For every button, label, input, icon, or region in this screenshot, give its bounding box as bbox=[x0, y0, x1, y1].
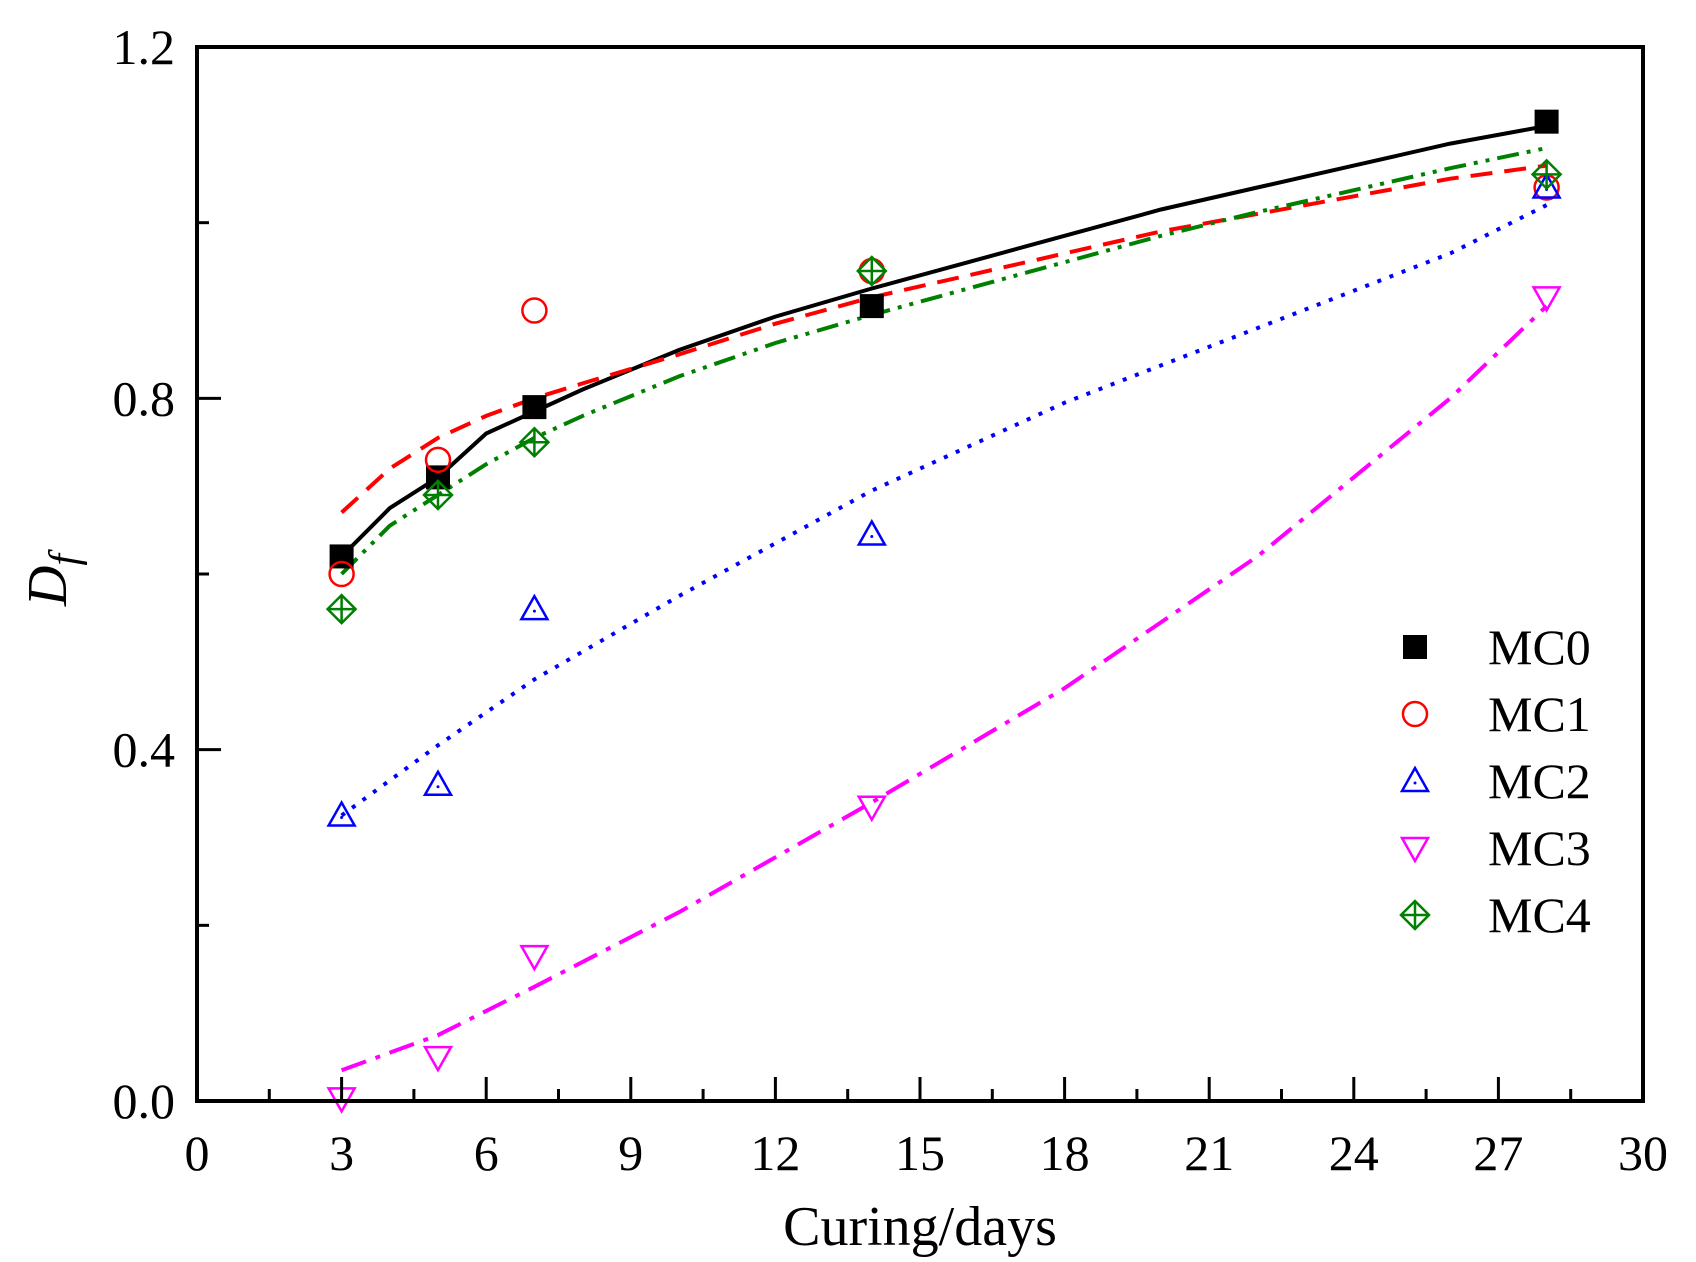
fit-line-mc1 bbox=[340, 163, 1547, 514]
fit-line-mc0 bbox=[340, 124, 1547, 558]
data-point-mc0 bbox=[1534, 109, 1559, 134]
data-point-mc1 bbox=[328, 560, 355, 588]
fit-line-mc3 bbox=[340, 304, 1548, 1073]
y-axis-label-main: D bbox=[17, 566, 79, 607]
legend: MC0 MC1 MC2 MC3 MC4 bbox=[1399, 619, 1591, 943]
legend-marker-mc1 bbox=[1401, 700, 1429, 728]
y-axis: 0.0 0.4 0.8 1.2 bbox=[113, 19, 221, 1129]
data-point-mc4 bbox=[518, 426, 551, 459]
y-tick-label: 1.2 bbox=[113, 19, 176, 75]
x-axis: 0 3 6 9 12 15 18 21 24 27 30 bbox=[185, 1077, 1668, 1181]
data-point-mc3 bbox=[422, 1045, 454, 1073]
data-point-mc2 bbox=[519, 593, 550, 621]
legend-marker-mc0 bbox=[1403, 635, 1427, 659]
y-tick-label: 0.0 bbox=[113, 1073, 176, 1129]
x-tick-label: 18 bbox=[1040, 1125, 1090, 1181]
x-tick-label: 9 bbox=[618, 1125, 643, 1181]
legend-marker-mc3 bbox=[1399, 836, 1431, 864]
x-axis-label: Curing/days bbox=[783, 1196, 1057, 1258]
data-point-mc4 bbox=[325, 593, 358, 625]
x-tick-label: 0 bbox=[185, 1125, 210, 1181]
fit-line-mc4 bbox=[340, 146, 1548, 576]
y-tick-label: 0.4 bbox=[113, 722, 176, 778]
x-tick-label: 27 bbox=[1473, 1125, 1523, 1181]
x-tick-label: 6 bbox=[474, 1125, 499, 1181]
legend-label-mc4: MC4 bbox=[1488, 887, 1591, 943]
data-point-mc2 bbox=[326, 800, 357, 827]
data-point-mc0 bbox=[522, 395, 547, 420]
fit-lines bbox=[340, 124, 1548, 1073]
x-tick-label: 30 bbox=[1618, 1125, 1668, 1181]
data-point-mc3 bbox=[1531, 286, 1562, 313]
data-point-mc4 bbox=[1530, 158, 1563, 191]
x-tick-label: 12 bbox=[750, 1125, 800, 1181]
x-tick-label: 24 bbox=[1329, 1125, 1379, 1181]
data-point-mc0 bbox=[859, 294, 884, 319]
x-tick-label: 21 bbox=[1184, 1125, 1234, 1181]
data-markers bbox=[325, 109, 1563, 1114]
legend-label-mc3: MC3 bbox=[1488, 820, 1591, 876]
legend-label-mc2: MC2 bbox=[1488, 753, 1591, 809]
data-point-mc3 bbox=[856, 795, 887, 823]
data-point-mc1 bbox=[424, 446, 452, 474]
fit-line-mc2 bbox=[340, 203, 1548, 818]
legend-marker-mc2 bbox=[1399, 765, 1431, 793]
y-tick-label: 0.8 bbox=[113, 370, 176, 426]
legend-label-mc0: MC0 bbox=[1488, 619, 1591, 675]
y-axis-label-subscript: f bbox=[42, 549, 88, 566]
data-point-mc4 bbox=[422, 479, 454, 511]
data-point-mc4 bbox=[856, 255, 888, 287]
x-tick-label: 3 bbox=[329, 1125, 354, 1181]
x-tick-label: 15 bbox=[895, 1125, 945, 1181]
data-point-mc2 bbox=[856, 518, 887, 546]
y-axis-label: Df bbox=[17, 549, 88, 607]
data-point-mc1 bbox=[521, 297, 548, 324]
data-point-mc3 bbox=[519, 944, 550, 972]
legend-marker-mc4 bbox=[1399, 899, 1431, 931]
plot-frame bbox=[195, 45, 1645, 1103]
data-point-mc2 bbox=[422, 769, 454, 797]
legend-label-mc1: MC1 bbox=[1488, 686, 1591, 742]
